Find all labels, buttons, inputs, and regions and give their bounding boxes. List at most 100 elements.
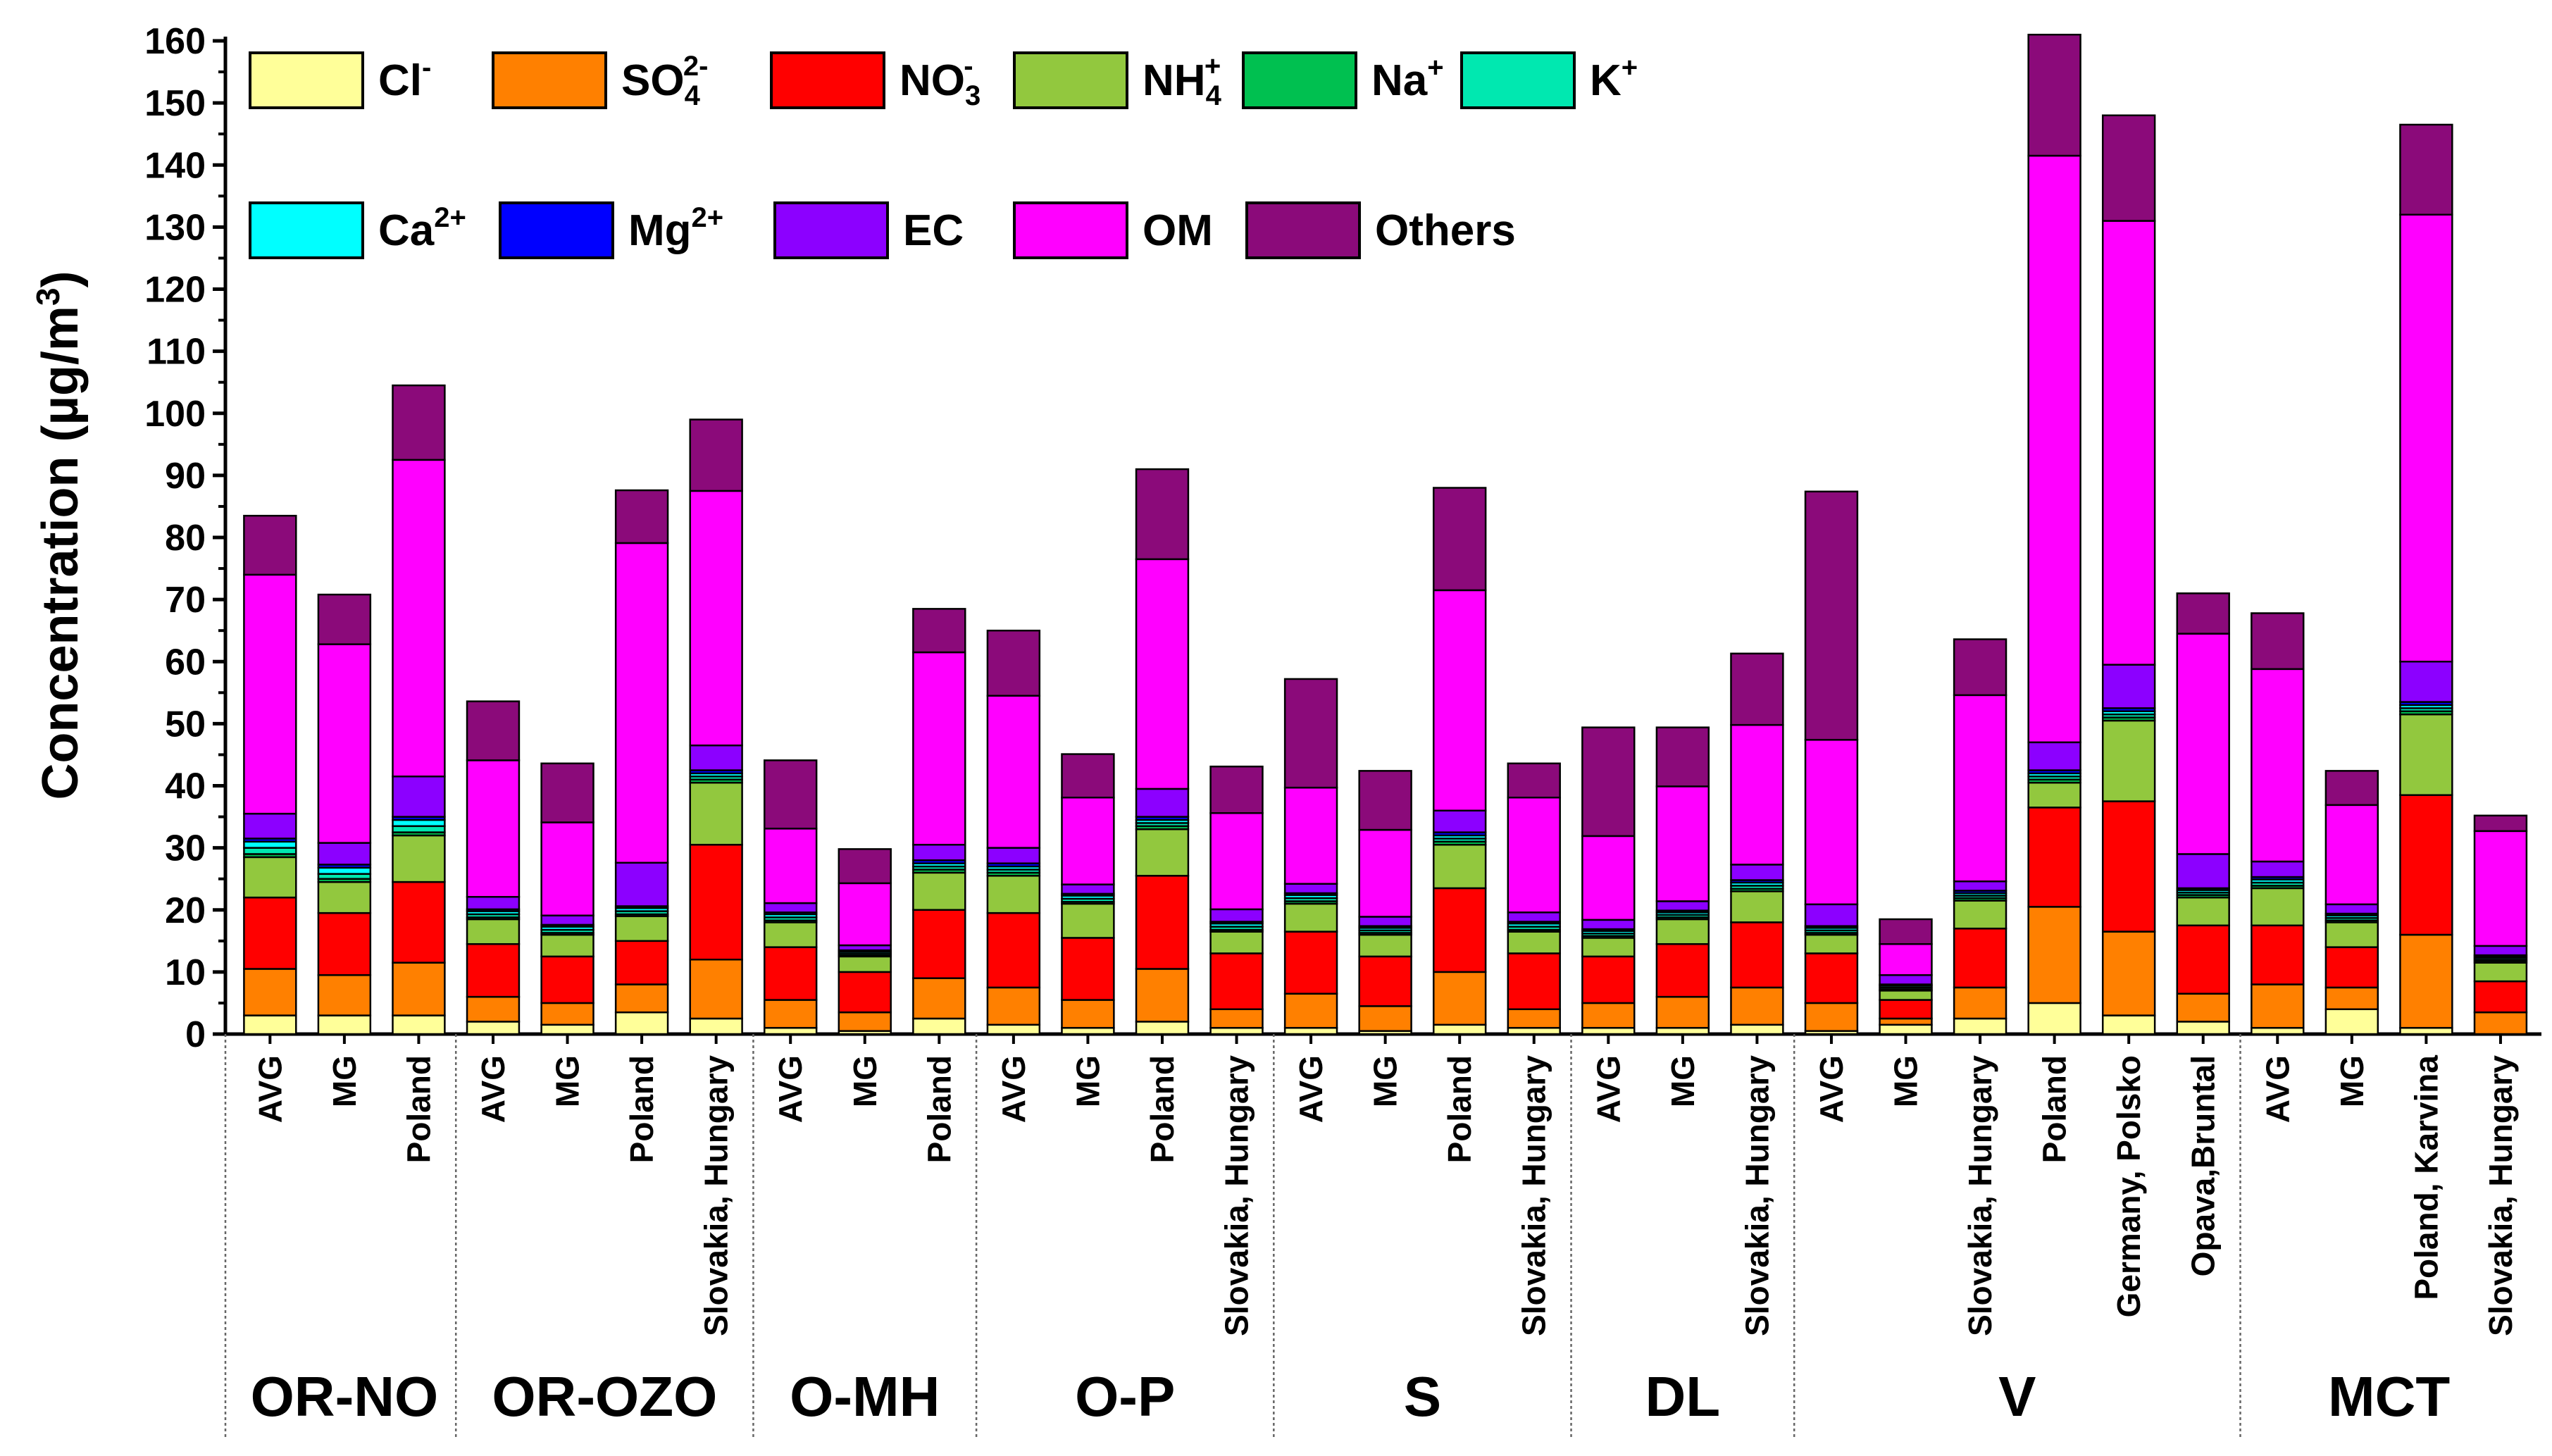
bar-segment-cl [317,1014,372,1035]
bar-segment-om [614,542,669,864]
bar-segment-om [1953,694,2008,883]
bar-segment-so [764,999,818,1029]
bar-segment-no [317,911,372,976]
bar-segment-om [540,821,595,916]
category-label: Opava,Bruntal [2185,1055,2222,1276]
bar-segment-ec [2101,664,2156,709]
bar-segment-om [689,490,743,747]
category-label: MG [847,1055,883,1107]
bar-segment-others [466,700,521,761]
bar-segment-so [2101,931,2156,1016]
bar-segment-nh [912,871,966,911]
bar-segment-others [1061,753,1115,799]
bar-segment-ec [764,902,818,914]
bar-segment-om [1209,812,1264,911]
bar-segment-nh [2101,719,2156,802]
bar-segment-nh [1507,931,1561,954]
bar-segment-others [1432,487,1487,592]
bar-segment-nh [2399,713,2453,796]
bar-segment-others [1804,490,1859,741]
bar-segment-ec [2176,853,2230,890]
bar-segment-others [1135,468,1190,561]
bar-segment-ec [1804,903,1859,927]
y-axis-label: Concentration (µg/m3) [30,270,89,799]
bar-segment-om [2399,213,2453,663]
legend-label-no: NO3- [900,51,981,111]
bar-segment-cl [2324,1008,2379,1035]
y-tick-label: 130 [144,207,206,248]
bar-segment-om [1507,796,1561,914]
bar-segment-om [392,459,446,778]
bar-segment-ec [392,776,446,818]
bar-segment-nh [1432,843,1487,890]
bar-segment-om [1283,786,1338,885]
bar-segment-so [1804,1002,1859,1032]
y-tick-label: 150 [144,83,206,124]
bar-segment-nh [1135,828,1190,877]
bar-segment-nh [1879,990,1933,1001]
bar-segment-cl [2251,1026,2305,1035]
bar-segment-others [1879,918,1933,945]
y-tick-label: 50 [165,704,206,745]
legend-swatch-so [492,51,607,109]
legend-label-na: Na+ [1371,52,1444,105]
bar-segment-others [2399,123,2453,216]
bar-segment-no [540,955,595,1004]
bar-segment-ec [1507,911,1561,923]
bar-segment-so [466,995,521,1023]
bar-segment-om [1581,835,1636,921]
legend-swatch-nh [1013,51,1128,109]
category-label: MG [1888,1055,1924,1107]
bar-segment-om [2324,804,2379,906]
bar-segment-so [1507,1008,1561,1029]
bar-segment-no [1953,927,2008,989]
category-label: Poland [400,1055,437,1163]
y-axis-label-main: Concentration (µg/m [32,306,89,799]
bar-segment-others [986,629,1041,697]
bar-segment-no [1358,955,1412,1007]
bar-segment-no [614,940,669,985]
bar-segment-ec [1358,916,1412,927]
bar-segment-om [1879,942,1933,976]
bar-segment-om [317,643,372,844]
y-tick-label: 140 [144,145,206,186]
bar-segment-cl [1507,1026,1561,1035]
bar-segment-no [1283,931,1338,995]
category-label: Germany, Polsko [2110,1055,2147,1317]
bar-segment-om [912,651,966,846]
bar-segment-cl [2101,1014,2156,1035]
bar-segment-ec [1061,883,1115,895]
bar-segment-ec [1953,880,2008,892]
bar-segment-om [1730,723,1784,866]
bar-segment-no [2324,946,2379,989]
bar-segment-no [1061,937,1115,1001]
bar-segment-so [1953,986,2008,1020]
bar-segment-no [1655,942,1710,998]
bar-segment-no [1432,887,1487,973]
legend-swatch-om [1013,201,1128,259]
group-label: DL [1645,1365,1721,1428]
bar-segment-cl [540,1023,595,1035]
legend-label-nh: NH4+ [1143,51,1222,111]
y-tick-label: 60 [165,642,206,683]
bar-segment-cl [1432,1023,1487,1035]
bar-segment-nh [2176,896,2230,927]
bar-segment-ec [1879,974,1933,985]
bar-segment-no [1879,999,1933,1020]
group-label: S [1404,1365,1441,1428]
bar-segment-ca [392,819,446,828]
bar-segment-om [2251,668,2305,863]
bar-segment-nh [1804,933,1859,954]
bar-segment-cl [1061,1026,1115,1035]
bar-segment-ec [2027,741,2081,771]
bar-segment-nh [2027,781,2081,809]
category-label: MG [1664,1055,1701,1107]
legend-swatch-k [1460,51,1576,109]
y-tick-label: 90 [165,456,206,497]
bar-segment-ec [1655,900,1710,911]
bar-segment-om [1061,796,1115,885]
bar-segment-so [1358,1005,1412,1032]
bar-segment-no [466,942,521,998]
bar-segment-cl [2027,1002,2081,1035]
